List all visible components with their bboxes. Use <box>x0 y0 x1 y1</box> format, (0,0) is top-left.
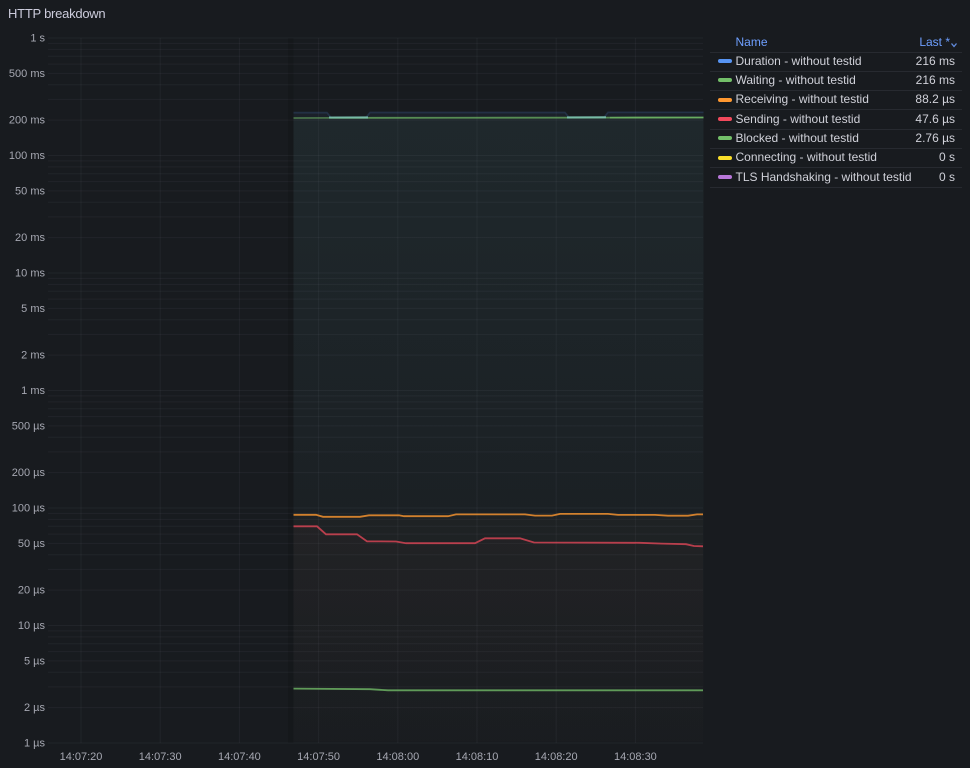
svg-text:500 ms: 500 ms <box>9 68 46 80</box>
svg-text:200 ms: 200 ms <box>9 115 46 127</box>
svg-text:14:07:50: 14:07:50 <box>297 751 340 763</box>
svg-text:1 µs: 1 µs <box>24 738 46 750</box>
svg-text:10 µs: 10 µs <box>18 620 46 632</box>
svg-text:1 s: 1 s <box>30 33 45 45</box>
svg-text:500 µs: 500 µs <box>12 420 46 432</box>
svg-text:10 ms: 10 ms <box>15 268 45 280</box>
svg-text:200 µs: 200 µs <box>12 467 46 479</box>
svg-text:2 ms: 2 ms <box>21 350 45 362</box>
svg-text:1 ms: 1 ms <box>21 385 45 397</box>
svg-text:20 µs: 20 µs <box>18 585 46 597</box>
svg-text:14:07:30: 14:07:30 <box>139 751 182 763</box>
svg-text:14:08:20: 14:08:20 <box>535 751 578 763</box>
svg-text:14:07:40: 14:07:40 <box>218 751 261 763</box>
svg-text:14:08:10: 14:08:10 <box>456 751 499 763</box>
svg-text:50 ms: 50 ms <box>15 185 45 197</box>
svg-text:50 µs: 50 µs <box>18 538 46 550</box>
svg-text:100 µs: 100 µs <box>12 503 46 515</box>
svg-text:100 ms: 100 ms <box>9 150 46 162</box>
svg-text:14:08:30: 14:08:30 <box>614 751 657 763</box>
svg-text:5 ms: 5 ms <box>21 303 45 315</box>
svg-text:14:08:00: 14:08:00 <box>376 751 419 763</box>
svg-text:14:07:20: 14:07:20 <box>60 751 103 763</box>
svg-text:20 ms: 20 ms <box>15 232 45 244</box>
svg-text:2 µs: 2 µs <box>24 702 46 714</box>
svg-text:5 µs: 5 µs <box>24 655 46 667</box>
